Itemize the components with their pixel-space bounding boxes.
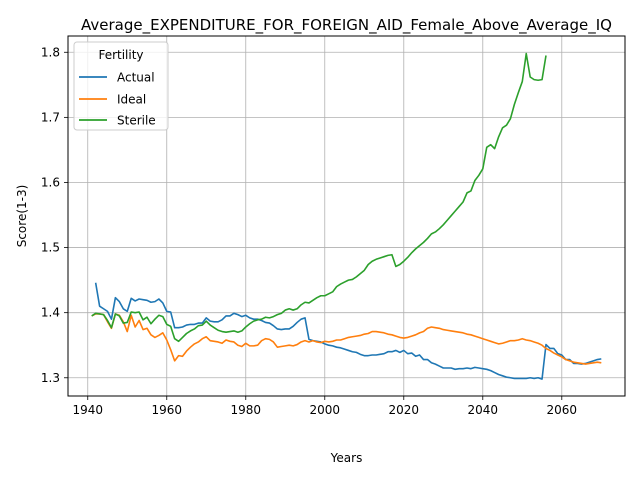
x-tick-label: 1980 <box>230 403 261 417</box>
legend-label-sterile: Sterile <box>117 114 156 128</box>
x-axis-label: Years <box>330 451 363 465</box>
legend: Fertility Actual Ideal Sterile <box>74 42 168 130</box>
y-tick-label: 1.6 <box>41 175 60 189</box>
x-tick-label: 2000 <box>309 403 340 417</box>
y-tick-label: 1.4 <box>41 306 60 320</box>
legend-label-ideal: Ideal <box>117 93 146 107</box>
x-tick-label: 2020 <box>389 403 420 417</box>
y-tick-label: 1.3 <box>41 371 60 385</box>
y-tick-label: 1.5 <box>41 241 60 255</box>
y-tick-label: 1.7 <box>41 110 60 124</box>
x-tick-label: 2040 <box>468 403 499 417</box>
x-tick-label: 2060 <box>547 403 578 417</box>
chart-title: Average_EXPENDITURE_FOR_FOREIGN_AID_Fema… <box>81 16 612 35</box>
x-tick-label: 1960 <box>151 403 182 417</box>
legend-label-actual: Actual <box>117 71 155 85</box>
y-axis-label: Score(1-3) <box>15 185 29 248</box>
x-tick-label: 1940 <box>72 403 103 417</box>
legend-title: Fertility <box>98 48 143 62</box>
y-tick-label: 1.8 <box>41 45 60 59</box>
